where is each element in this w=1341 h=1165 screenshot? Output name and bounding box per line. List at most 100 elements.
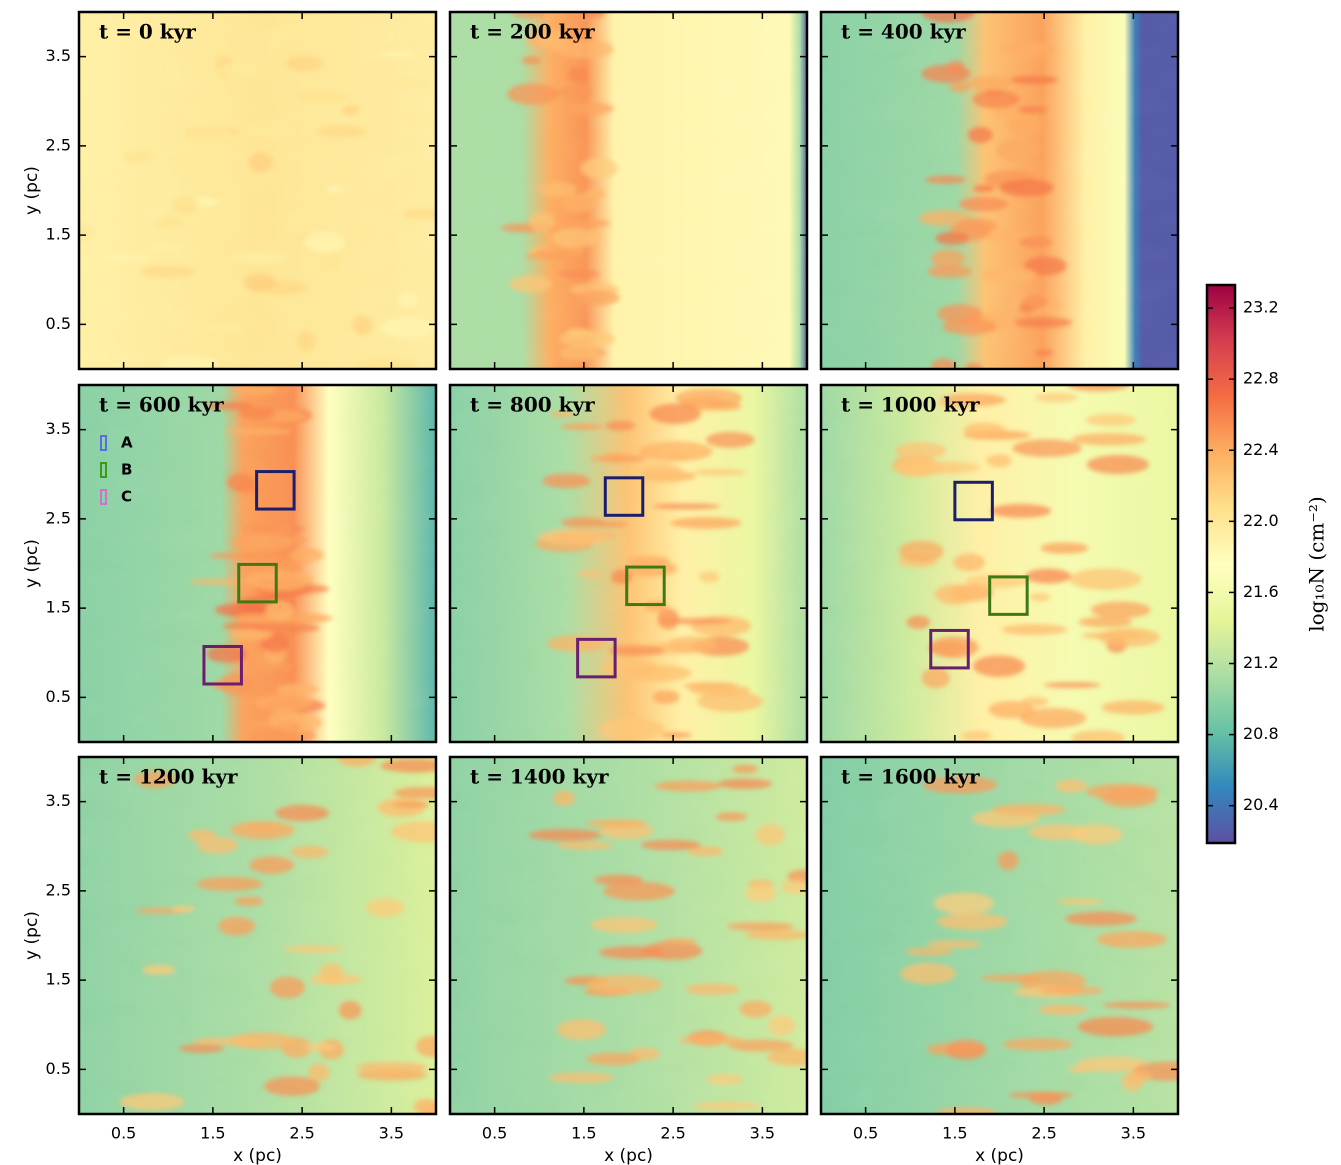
- texture: [450, 12, 807, 369]
- panel-title: t = 800 kyr: [470, 393, 595, 417]
- density-map: [450, 757, 807, 1114]
- x-tick-label: 0.5: [853, 1124, 878, 1143]
- panel-title: t = 400 kyr: [841, 20, 966, 44]
- colorbar: 20.4 20.8 21.2 21.6 22.0 22.4 22.8 23.2 log₁₀N (…: [1205, 283, 1329, 845]
- frame: [448, 383, 809, 744]
- region-box: [255, 470, 296, 511]
- colorbar-label: log₁₀N (cm⁻²): [1305, 496, 1329, 631]
- panel: 0.5 1.5 2.5 3.5 t = 0 kyr y (pc): [22, 10, 438, 371]
- y-tick-label: 3.5: [46, 419, 71, 438]
- y-tick-label: 0.5: [46, 687, 71, 706]
- y-tick-label: 2.5: [46, 880, 71, 899]
- panel: 0.5 1.5 2.5 3.5 t = 600 kyr y (pc) ABC: [22, 383, 438, 744]
- density-map: [450, 12, 807, 369]
- frame: [819, 383, 1180, 744]
- x-tick-label: 0.5: [111, 1124, 136, 1143]
- frame: [819, 755, 1180, 1116]
- x-axis-label: x (pc): [975, 1146, 1024, 1165]
- panel-title: t = 200 kyr: [470, 20, 595, 44]
- legend-swatch: [100, 489, 107, 505]
- x-tick-label: 0.5: [482, 1124, 507, 1143]
- x-tick-label: 1.5: [942, 1124, 967, 1143]
- panel: 0.5 1.5 2.5 3.5 0.5 1.5 2.5 3.5 t = 1200 kyr x (p…: [22, 755, 438, 1165]
- region-box: [576, 637, 617, 679]
- frame: [77, 10, 438, 371]
- panel-title: t = 1200 kyr: [99, 765, 238, 789]
- density-map: [450, 385, 807, 742]
- y-tick-label: 2.5: [46, 135, 71, 154]
- y-axis-label: y (pc): [22, 911, 42, 960]
- texture: [821, 12, 1178, 369]
- y-tick-label: 1.5: [46, 225, 71, 244]
- x-tick-label: 2.5: [660, 1124, 685, 1143]
- x-axis-label: x (pc): [604, 1146, 653, 1165]
- panel: t = 400 kyr: [819, 10, 1180, 371]
- frame: [448, 10, 809, 371]
- texture: [450, 385, 807, 742]
- colorbar-tick-label: 20.4: [1243, 795, 1279, 814]
- texture: [821, 385, 1178, 742]
- region-box: [202, 645, 243, 686]
- x-tick-label: 1.5: [571, 1124, 596, 1143]
- y-axis-label: y (pc): [22, 539, 42, 588]
- x-tick-label: 3.5: [750, 1124, 775, 1143]
- y-tick-label: 1.5: [46, 970, 71, 989]
- colorbar-tick-label: 21.2: [1243, 653, 1279, 672]
- region-box: [625, 565, 666, 607]
- panel-title: t = 1000 kyr: [841, 393, 980, 417]
- y-tick-label: 2.5: [46, 508, 71, 527]
- panel: t = 1000 kyr: [819, 383, 1180, 744]
- x-tick-label: 2.5: [1031, 1124, 1056, 1143]
- density-map: [821, 385, 1178, 742]
- colorbar-fill: [1205, 283, 1237, 845]
- legend-label: B: [121, 461, 132, 479]
- panel-title: t = 0 kyr: [99, 20, 196, 44]
- legend-swatch: [100, 435, 107, 451]
- texture: [79, 757, 436, 1114]
- y-tick-label: 1.5: [46, 598, 71, 617]
- legend-label: A: [121, 434, 133, 452]
- legend-swatch: [100, 462, 107, 478]
- frame: [448, 755, 809, 1116]
- region-box: [953, 480, 994, 522]
- frame: [77, 755, 438, 1116]
- x-tick-label: 3.5: [379, 1124, 404, 1143]
- colorbar-tick-label: 21.6: [1243, 582, 1279, 601]
- density-map: [821, 12, 1178, 369]
- panel-title: t = 1400 kyr: [470, 765, 609, 789]
- y-tick-label: 3.5: [46, 791, 71, 810]
- colorbar-tick-label: 22.4: [1243, 440, 1279, 459]
- y-tick-label: 3.5: [46, 46, 71, 65]
- frame: [819, 10, 1180, 371]
- region-box: [237, 562, 278, 604]
- legend-label: C: [121, 488, 132, 506]
- frame: [77, 383, 438, 744]
- panel-title: t = 1600 kyr: [841, 765, 980, 789]
- x-tick-label: 3.5: [1121, 1124, 1146, 1143]
- region-box: [929, 628, 970, 670]
- texture: [79, 12, 436, 369]
- panel: 0.5 1.5 2.5 3.5 t = 1400 kyr x (pc): [448, 755, 809, 1165]
- density-map: [821, 757, 1178, 1114]
- colorbar-tick-label: 22.8: [1243, 369, 1279, 388]
- colorbar-tick-label: 23.2: [1243, 298, 1279, 317]
- texture: [821, 757, 1178, 1114]
- y-axis-label: y (pc): [22, 166, 42, 215]
- colorbar-tick-label: 20.8: [1243, 724, 1279, 743]
- y-tick-label: 0.5: [46, 1059, 71, 1078]
- texture: [450, 757, 807, 1114]
- density-map: [79, 757, 436, 1114]
- panel-title: t = 600 kyr: [99, 393, 224, 417]
- panel: 0.5 1.5 2.5 3.5 t = 1600 kyr x (pc): [819, 755, 1180, 1165]
- x-tick-label: 2.5: [289, 1124, 314, 1143]
- colorbar-tick-label: 22.0: [1243, 511, 1279, 530]
- region-box: [988, 575, 1029, 616]
- region-box: [603, 476, 645, 517]
- y-tick-label: 0.5: [46, 314, 71, 333]
- x-axis-label: x (pc): [233, 1146, 282, 1165]
- panel: t = 800 kyr: [448, 383, 809, 744]
- panel: t = 200 kyr: [448, 10, 809, 371]
- density-map: [79, 12, 436, 369]
- x-tick-label: 1.5: [200, 1124, 225, 1143]
